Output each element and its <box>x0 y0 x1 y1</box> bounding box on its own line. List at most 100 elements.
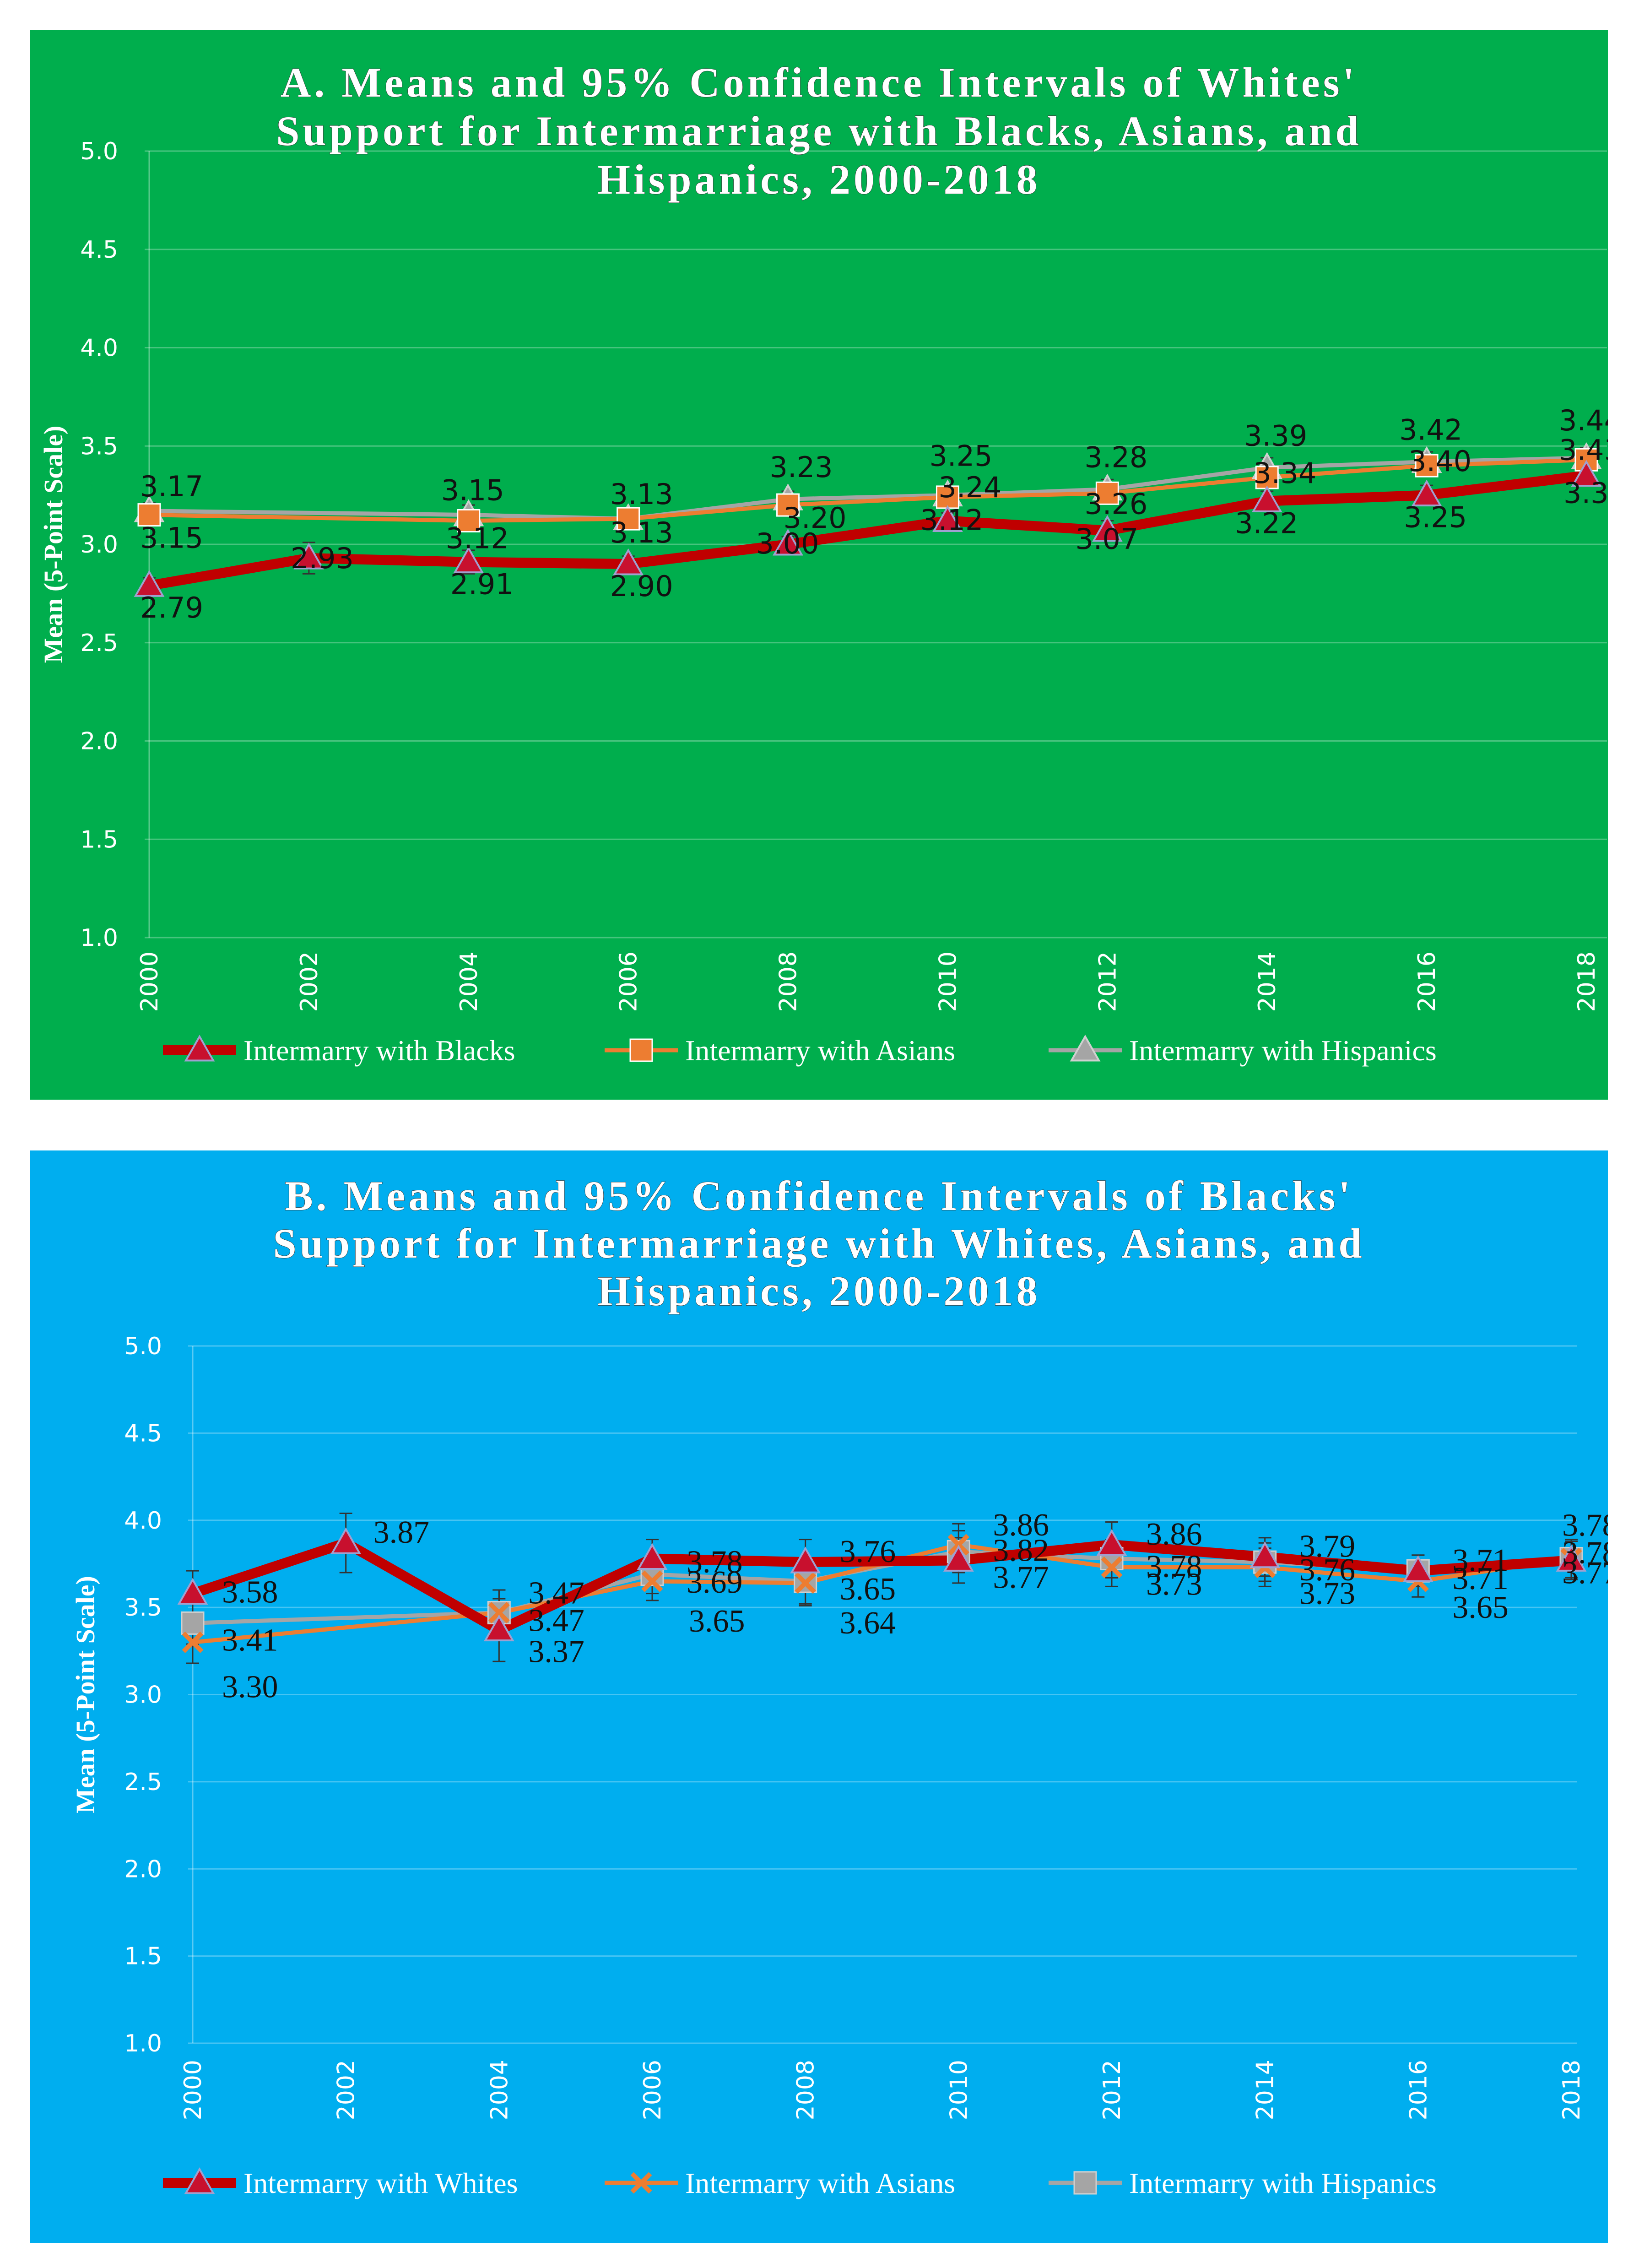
data-label: 3.86 <box>1146 1517 1202 1552</box>
data-label: 3.44 <box>1559 404 1608 437</box>
data-label: 3.23 <box>770 450 833 484</box>
legend-swatch-marker <box>629 1038 653 1062</box>
series-0-marker <box>1571 460 1602 487</box>
legend-swatch-marker <box>184 1034 215 1062</box>
series-2-marker <box>181 1611 205 1635</box>
y-tick-label: 4.0 <box>80 335 118 362</box>
y-tick-label: 2.5 <box>124 1769 162 1796</box>
series-1-marker <box>488 1602 510 1624</box>
legend: Intermarry with Blacks Intermarry with As… <box>163 1034 1437 1067</box>
x-tick-label: 2010 <box>945 2060 973 2120</box>
data-label: 2.90 <box>610 570 673 603</box>
series-0-marker <box>1092 515 1123 542</box>
series-0-marker <box>453 546 484 574</box>
data-label: 3.26 <box>1084 487 1147 521</box>
x-tick-label: 2016 <box>1405 2060 1432 2120</box>
legend-swatch-marker <box>184 2167 215 2194</box>
chart-title-line: A. Means and 95% Confidence Intervals of… <box>281 59 1358 106</box>
data-label: 3.25 <box>929 439 992 473</box>
series-0-marker <box>1096 1529 1127 1556</box>
legend-label: Intermarry with Asians <box>685 2167 955 2199</box>
x-tick-label: 2006 <box>639 2060 666 2120</box>
data-label: 3.25 <box>1404 501 1467 534</box>
series-1-marker-stroke2 <box>795 1572 817 1594</box>
series-0-marker <box>1251 485 1282 513</box>
data-label: 3.76 <box>1299 1552 1356 1588</box>
data-label: 3.35 <box>1563 477 1608 510</box>
data-label: 3.69 <box>687 1565 743 1600</box>
legend-label: Intermarry with Asians <box>685 1034 955 1067</box>
data-label: 3.37 <box>528 1634 584 1670</box>
data-label: 3.82 <box>993 1533 1049 1568</box>
series-1-marker <box>1255 466 1279 489</box>
legend-swatch-marker <box>630 2172 652 2194</box>
data-label: 3.24 <box>938 471 1001 504</box>
y-tick-label: 1.5 <box>80 826 118 853</box>
x-tick-label: 2000 <box>136 951 163 1012</box>
data-label: 3.28 <box>1084 441 1147 474</box>
series-0-marker <box>330 1527 362 1554</box>
data-label: 3.79 <box>1299 1529 1356 1564</box>
series-0-marker <box>1556 1545 1587 1572</box>
series-1-marker-stroke2 <box>947 1534 969 1556</box>
y-axis-title: Mean (5-Point Scale) <box>38 426 68 663</box>
x-tick-label: 2018 <box>1558 2060 1585 2120</box>
data-label: 3.41 <box>222 1622 278 1658</box>
x-tick-label: 2016 <box>1413 951 1441 1012</box>
series-1-marker <box>776 493 800 517</box>
data-label: 3.30 <box>222 1669 278 1704</box>
data-label: 3.40 <box>1408 445 1471 478</box>
data-label: 3.12 <box>920 503 983 537</box>
panel-b-blacks-support: B. Means and 95% Confidence Intervals of… <box>30 1150 1608 2243</box>
y-tick-label: 3.5 <box>124 1594 162 1622</box>
data-label: 3.13 <box>610 477 673 511</box>
legend-label: Intermarry with Whites <box>243 2167 518 2199</box>
data-label: 3.47 <box>528 1603 584 1639</box>
data-label: 2.93 <box>291 542 354 575</box>
series-0-marker <box>293 543 325 570</box>
data-label: 3.34 <box>1253 456 1316 490</box>
data-label: 3.47 <box>528 1576 584 1611</box>
chart-title-line: B. Means and 95% Confidence Intervals of… <box>285 1172 1353 1219</box>
series-0-marker <box>1411 479 1442 507</box>
legend-swatch-marker <box>1073 2171 1097 2195</box>
data-label: 3.73 <box>1299 1576 1356 1611</box>
data-label: 3.77 <box>993 1560 1049 1595</box>
x-tick-label: 2008 <box>775 951 802 1012</box>
data-label: 3.71 <box>1452 1561 1509 1596</box>
y-tick-label: 2.0 <box>124 1856 162 1883</box>
series-1-marker <box>1415 454 1439 477</box>
data-label: 3.65 <box>689 1604 745 1639</box>
series-line-0 <box>188 1538 1576 1635</box>
series-0-marker <box>943 1545 974 1572</box>
y-tick-label: 3.0 <box>80 531 118 559</box>
chart-title-line: Hispanics, 2000-2018 <box>597 156 1040 203</box>
data-label: 3.78 <box>687 1545 743 1580</box>
chart-title-line: Support for Intermarriage with Whites, A… <box>273 1220 1365 1267</box>
chart-background <box>30 1150 1608 2243</box>
y-tick-label: 5.0 <box>80 138 118 165</box>
y-tick-label: 3.0 <box>124 1682 162 1709</box>
series-line-0 <box>144 470 1591 591</box>
data-label: 3.65 <box>1452 1590 1509 1625</box>
series-1-marker-stroke2 <box>182 1631 204 1653</box>
chart-b-svg: B. Means and 95% Confidence Intervals of… <box>30 1150 1608 2243</box>
series-1-marker-stroke2 <box>1101 1557 1123 1579</box>
series-1-marker <box>641 1570 663 1592</box>
y-tick-label: 4.0 <box>124 1507 162 1535</box>
x-tick-label: 2004 <box>455 951 483 1012</box>
x-tick-label: 2012 <box>1098 2060 1126 2120</box>
series-0-marker <box>1402 1555 1433 1582</box>
series-0-marker <box>637 1543 668 1570</box>
series-1-marker <box>1095 481 1119 505</box>
data-label: 3.76 <box>840 1534 896 1569</box>
data-label: 3.15 <box>140 521 203 555</box>
x-tick-label: 2012 <box>1094 951 1121 1012</box>
series-1-marker <box>182 1631 204 1653</box>
series-1-marker <box>1101 1557 1123 1579</box>
data-label: 3.15 <box>441 474 504 507</box>
data-label: 3.43 <box>1559 433 1608 467</box>
data-label: 2.91 <box>450 568 514 601</box>
series-1-marker <box>936 485 959 509</box>
x-tick-label: 2014 <box>1252 2060 1279 2120</box>
